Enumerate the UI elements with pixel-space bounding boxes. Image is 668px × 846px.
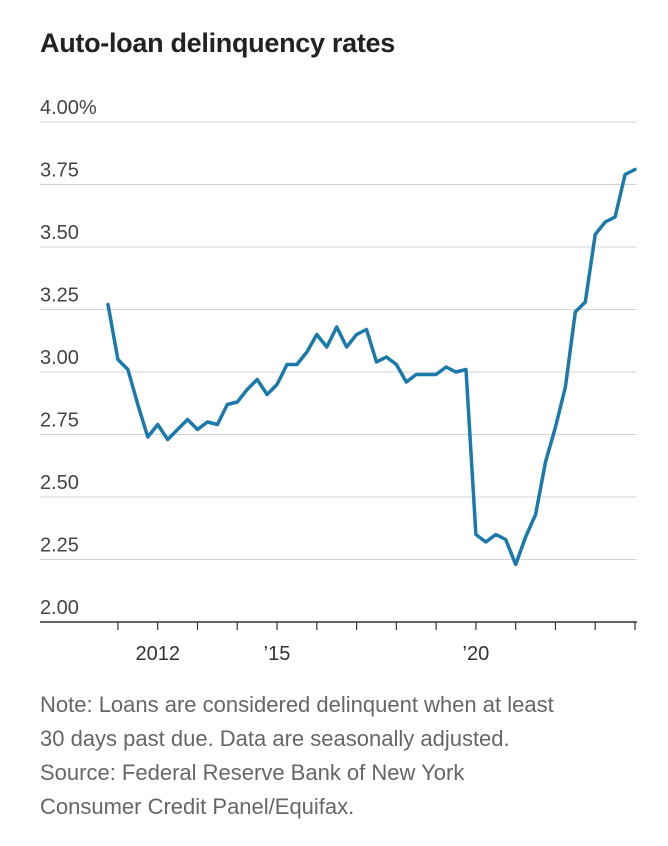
note-line-3: Source: Federal Reserve Bank of New York <box>40 760 465 785</box>
series-layer <box>106 167 637 567</box>
y-tick-label: 3.25 <box>40 285 79 307</box>
x-tick-label: ’20 <box>463 643 490 665</box>
y-tick-label: 2.75 <box>40 410 79 432</box>
y-axis-ticks: 4.00% 3.75 3.50 3.25 3.00 2.75 2.50 2.25 2.00 <box>40 97 97 619</box>
y-tick-label: 3.75 <box>40 160 79 182</box>
note-line-4: Consumer Credit Panel/Equifax. <box>40 794 355 819</box>
x-axis: 2012 ’15 ’20 <box>117 622 636 665</box>
line-chart: 4.00% 3.75 3.50 3.25 3.00 2.75 2.50 2.25 2.00 20… <box>40 97 637 665</box>
y-tick-label: 3.00 <box>40 347 79 369</box>
note-line-2: 30 days past due. Data are seasonally ad… <box>40 726 510 751</box>
y-tick-label: 4.00% <box>40 97 97 119</box>
y-tick-label: 2.50 <box>40 472 79 494</box>
series-line-0 <box>106 167 637 567</box>
note-line-1: Note: Loans are considered delinquent wh… <box>40 692 554 717</box>
y-tick-label: 3.50 <box>40 222 79 244</box>
y-tick-label: 2.00 <box>40 597 79 619</box>
x-tick-label: ’15 <box>264 643 291 665</box>
chart-note: Note: Loans are considered delinquent wh… <box>40 688 640 824</box>
x-tick-label: 2012 <box>135 643 180 665</box>
chart-title: Auto-loan delinquency rates <box>40 28 395 58</box>
y-tick-label: 2.25 <box>40 535 79 557</box>
